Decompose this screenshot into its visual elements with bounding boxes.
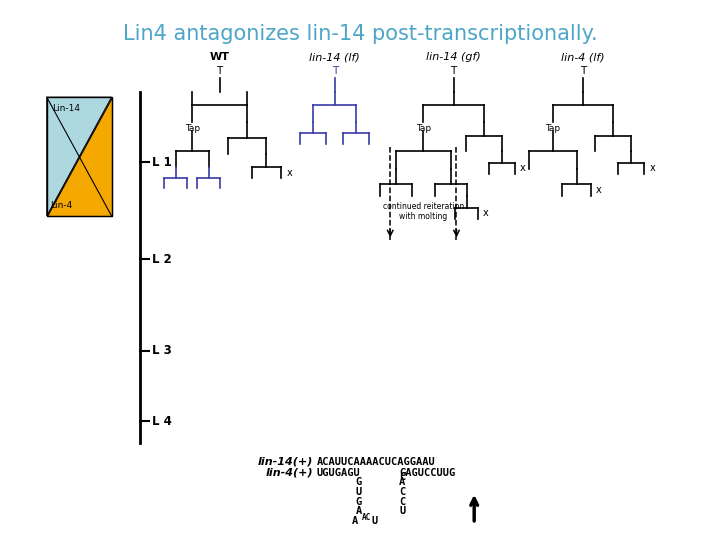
Text: U: U — [399, 507, 405, 516]
Text: G: G — [356, 477, 362, 487]
Text: A: A — [356, 507, 362, 516]
Text: x: x — [649, 164, 655, 173]
Text: T: T — [580, 65, 586, 76]
Text: x: x — [287, 168, 292, 178]
Text: U: U — [372, 516, 378, 526]
Text: Tap: Tap — [415, 124, 431, 133]
Text: L 2: L 2 — [152, 253, 171, 266]
Text: Lin4 antagonizes lin-14 post-transcriptionally.: Lin4 antagonizes lin-14 post-transcripti… — [122, 24, 598, 44]
Text: ACAUUCAAAACUCAGGAAU: ACAUUCAAAACUCAGGAAU — [317, 457, 436, 467]
Text: G: G — [356, 497, 362, 507]
Text: lin-14(+): lin-14(+) — [258, 457, 313, 467]
Text: x: x — [483, 208, 489, 218]
Text: WT: WT — [210, 52, 230, 62]
Text: UGUGAGU: UGUGAGU — [317, 468, 361, 477]
Text: A: A — [399, 477, 405, 487]
Text: C: C — [399, 497, 405, 507]
Text: x: x — [520, 164, 526, 173]
Text: L 1: L 1 — [152, 156, 171, 168]
Bar — [47, 97, 112, 216]
Text: A: A — [352, 516, 359, 526]
Text: lin-14 (lf): lin-14 (lf) — [310, 52, 360, 62]
Text: Lin-14: Lin-14 — [53, 104, 81, 113]
Text: x: x — [596, 185, 602, 195]
Text: T: T — [451, 65, 456, 76]
Text: Lin-4: Lin-4 — [50, 201, 73, 210]
Polygon shape — [47, 97, 112, 216]
Text: lin-4(+): lin-4(+) — [266, 468, 313, 477]
Text: T: T — [332, 65, 338, 76]
Text: lin-4 (lf): lin-4 (lf) — [562, 52, 605, 62]
Text: L 3: L 3 — [152, 345, 171, 357]
Text: C: C — [399, 472, 405, 482]
Text: lin-14 (gf): lin-14 (gf) — [426, 52, 481, 62]
Text: Tap: Tap — [184, 124, 200, 133]
Polygon shape — [47, 97, 112, 216]
Text: AC: AC — [361, 514, 371, 522]
Text: C: C — [399, 487, 405, 497]
Text: GAGUCCUUG: GAGUCCUUG — [399, 468, 456, 477]
Text: U: U — [356, 487, 362, 497]
Text: T: T — [217, 65, 222, 76]
Text: Tap: Tap — [545, 124, 561, 133]
Text: L 4: L 4 — [152, 415, 172, 428]
Text: continued reiteration
with molting: continued reiteration with molting — [383, 202, 464, 221]
